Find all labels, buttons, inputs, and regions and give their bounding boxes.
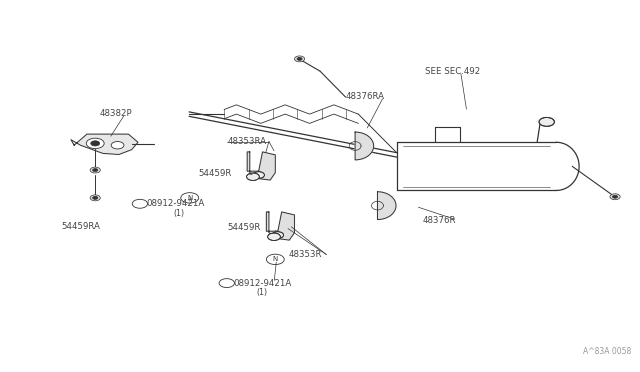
- Text: 54459R: 54459R: [198, 169, 232, 177]
- Text: 48376RA: 48376RA: [346, 92, 385, 101]
- Text: 54459RA: 54459RA: [61, 222, 100, 231]
- Circle shape: [539, 118, 554, 126]
- Circle shape: [91, 141, 100, 146]
- Circle shape: [90, 195, 100, 201]
- Text: SEE SEC.492: SEE SEC.492: [426, 67, 481, 76]
- Circle shape: [294, 56, 305, 62]
- Text: N: N: [273, 256, 278, 262]
- Circle shape: [272, 232, 284, 238]
- Polygon shape: [278, 212, 294, 240]
- Text: 08912-9421A: 08912-9421A: [147, 199, 205, 208]
- Text: 48353R: 48353R: [288, 250, 321, 259]
- Text: 48376R: 48376R: [422, 216, 456, 225]
- Circle shape: [93, 169, 98, 171]
- Polygon shape: [71, 134, 138, 154]
- Circle shape: [111, 141, 124, 149]
- Text: 54459R: 54459R: [227, 223, 260, 232]
- Polygon shape: [266, 212, 278, 238]
- Text: 48353RA: 48353RA: [227, 137, 266, 146]
- Text: A^83A 0058: A^83A 0058: [584, 347, 632, 356]
- Circle shape: [86, 138, 104, 148]
- Circle shape: [297, 57, 302, 60]
- Circle shape: [610, 194, 620, 200]
- Polygon shape: [355, 132, 374, 160]
- Circle shape: [266, 254, 284, 264]
- Text: N: N: [187, 195, 193, 201]
- Circle shape: [180, 193, 198, 203]
- Polygon shape: [378, 192, 396, 219]
- Circle shape: [612, 195, 618, 198]
- Polygon shape: [259, 152, 275, 180]
- Text: (1): (1): [256, 288, 268, 297]
- Circle shape: [93, 196, 98, 199]
- Circle shape: [268, 233, 280, 240]
- Polygon shape: [247, 152, 259, 179]
- Circle shape: [90, 167, 100, 173]
- Text: (1): (1): [173, 209, 184, 218]
- Text: 08912-9421A: 08912-9421A: [234, 279, 292, 288]
- Text: 48382P: 48382P: [100, 109, 132, 118]
- Circle shape: [246, 173, 259, 180]
- Circle shape: [253, 172, 264, 178]
